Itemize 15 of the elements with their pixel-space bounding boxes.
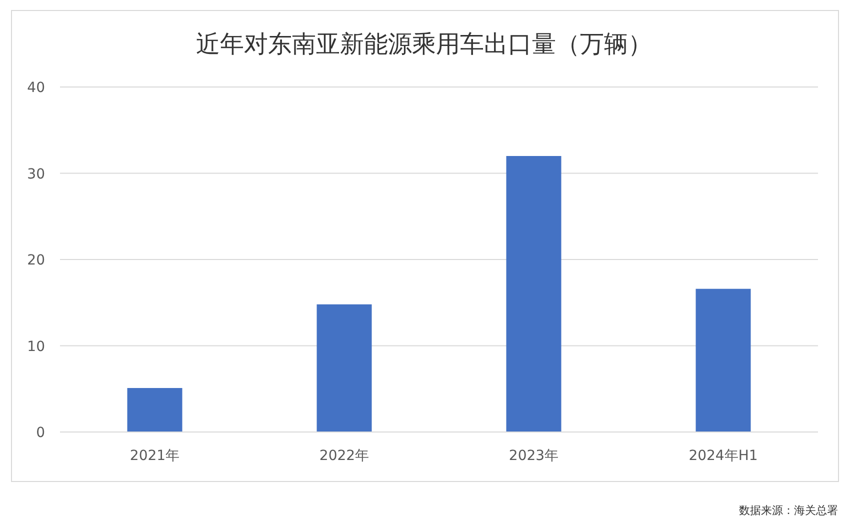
x-tick-label: 2024年H1 — [688, 448, 758, 464]
bar — [316, 304, 372, 432]
x-tick-label: 2021年 — [130, 448, 180, 464]
bar — [127, 388, 182, 432]
y-tick-label: 20 — [27, 252, 45, 268]
y-tick-label: 30 — [27, 166, 45, 182]
bar — [696, 288, 751, 432]
y-tick-label: 0 — [36, 425, 45, 441]
source-note: 数据来源：海关总署 — [739, 504, 838, 517]
x-tick-label: 2022年 — [319, 448, 370, 464]
chart-title: 近年对东南亚新能源乘用车出口量（万辆） — [196, 30, 652, 58]
y-tick-label: 40 — [27, 80, 45, 96]
bar — [506, 156, 562, 432]
y-tick-label: 10 — [27, 338, 45, 355]
x-tick-label: 2023年 — [508, 448, 559, 464]
